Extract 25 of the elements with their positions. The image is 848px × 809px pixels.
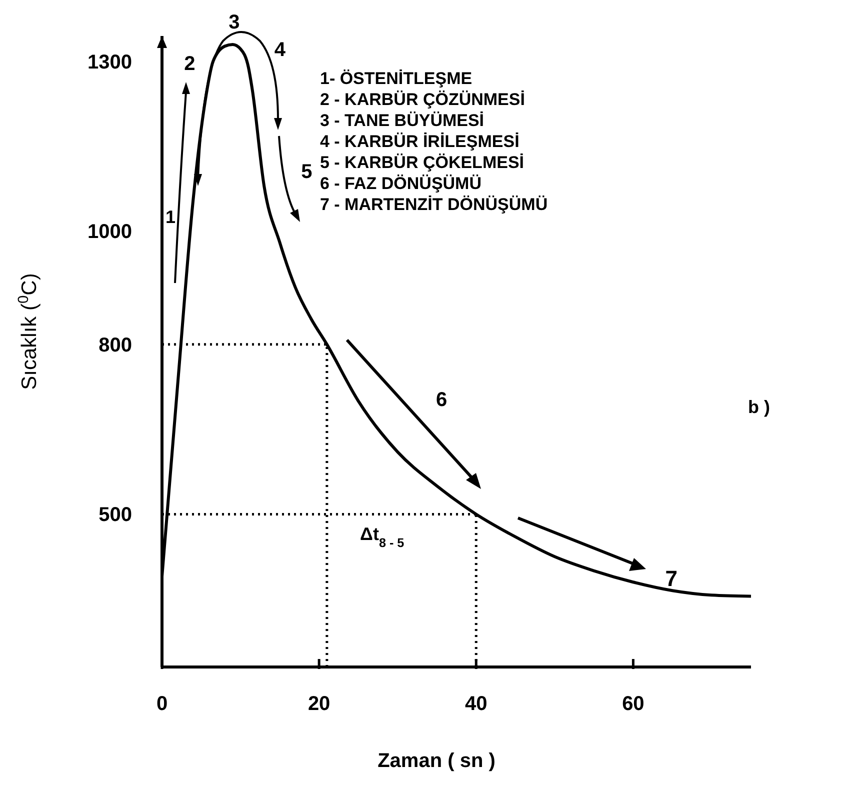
annotation: 3 - TANE BÜYÜMESİ	[320, 111, 484, 130]
x-axis-title: Zaman ( sn )	[378, 750, 496, 772]
annotation: 2	[184, 52, 196, 75]
annotation: 7 - MARTENZİT DÖNÜŞÜMÜ	[320, 195, 548, 214]
annotation: 5	[301, 160, 312, 183]
annotation: 6	[436, 389, 448, 411]
y-tick-label: 500	[98, 504, 132, 526]
annotation: b )	[748, 397, 770, 417]
annotation: 5 - KARBÜR ÇÖKELMESİ	[320, 153, 524, 172]
annotation: 4 - KARBÜR İRİLEŞMESİ	[320, 132, 520, 151]
x-tick-label: 60	[622, 693, 644, 715]
y-tick-label: 800	[98, 334, 132, 356]
annotation: 1	[166, 206, 176, 227]
annotation: 4	[274, 39, 286, 62]
x-tick-label: 40	[465, 693, 488, 715]
annotation: 1- ÖSTENİTLEŞME	[320, 69, 472, 88]
y-tick-label: 1000	[88, 221, 132, 244]
annotation: 3	[228, 11, 240, 34]
annotation: 7	[665, 566, 678, 592]
y-tick-label: 1300	[88, 51, 132, 74]
annotation: 6 - FAZ DÖNÜŞÜMÜ	[320, 174, 482, 193]
x-tick-label: 0	[156, 693, 168, 715]
annotation: 2 - KARBÜR ÇÖZÜNMESİ	[320, 90, 525, 109]
x-tick-label: 20	[308, 693, 330, 715]
annotation: Δt$_{8 - 5}$	[360, 524, 404, 550]
